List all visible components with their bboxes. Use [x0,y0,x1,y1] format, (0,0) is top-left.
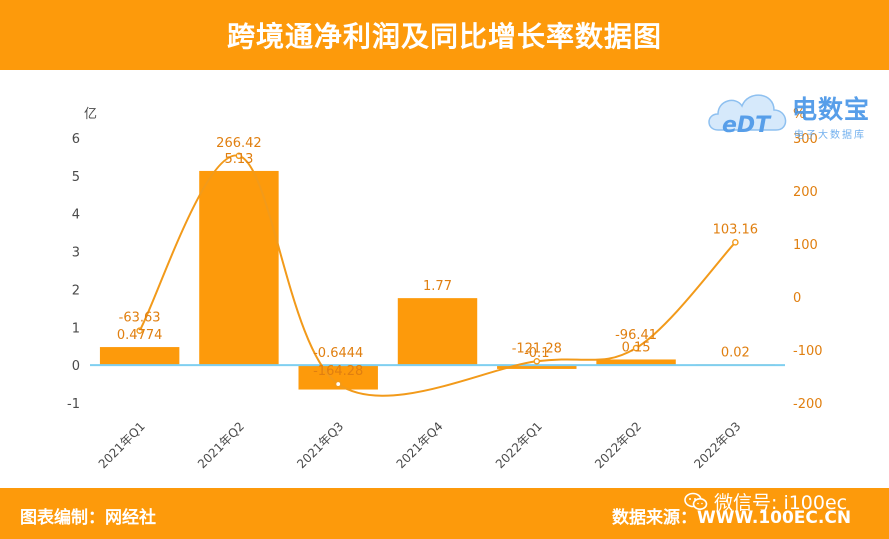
y-right-tick-label: -200 [793,397,823,412]
line-data-label: -63.63 [119,311,161,326]
svg-text:eDT: eDT [722,113,772,138]
bar [99,347,180,366]
title-banner: 跨境通净利润及同比增长率数据图 [0,0,889,70]
y-left-tick-label: 1 [72,321,80,336]
bar-data-label: -0.6444 [313,346,363,361]
footer-bar: 图表编制：网经社 数据来源：WWW.100EC.CN 微信号: i100ec [0,488,889,539]
y-right-tick-label: 300 [793,132,818,147]
y-left-tick-label: 0 [72,359,80,374]
compiled-by: 图表编制：网经社 [20,508,156,528]
cloud-logo-icon: eDT [708,94,787,138]
line-data-label: 266.42 [216,136,262,151]
x-tick-label: 2021年Q2 [195,419,247,471]
combo-chart: -1 0 1 2 3 4 5 6亿 -200 -100 0 100 200 300% -63.63 266.4… [67,107,823,471]
bar-data-label: 0.4774 [117,328,163,343]
y-left-tick-label: 5 [72,170,80,185]
bar [397,298,478,366]
x-tick-label: 2022年Q1 [493,419,545,471]
bar-data-label: -0.1 [524,346,549,361]
bar [596,359,676,366]
line-point [136,327,143,335]
y-left-tick-label: 6 [72,132,80,147]
bar-data-label: 0.02 [721,345,750,360]
bar-data-label: 0.15 [622,340,651,355]
x-tick-label: 2022年Q2 [592,419,644,471]
edt-watermark: eDT 电数宝 电子大数据库 [704,82,884,144]
line-point [235,152,243,160]
line-point [732,239,739,246]
y-left-tick-label: -1 [67,397,80,412]
wechat-id: 微信号: i100ec [684,488,847,515]
x-tick-label: 2021年Q3 [294,419,346,471]
bar-data-label: 1.77 [423,279,452,294]
line-data-label: 103.16 [713,222,759,237]
line-data-label: -96.41 [615,328,657,343]
line-point [632,344,640,352]
line-data-label: -121.28 [512,341,562,356]
data-source: 数据来源：WWW.100EC.CN [612,508,852,528]
chart-title: 跨境通净利润及同比增长率数据图 [226,20,662,53]
line-point [533,357,541,365]
wechat-text: 微信号: i100ec [714,492,848,514]
y-right-unit: % [793,107,805,122]
watermark-brand: 电数宝 [792,95,871,124]
bar [497,365,577,369]
y-right-tick-label: 0 [793,291,801,306]
x-tick-label: 2022年Q3 [691,419,743,471]
y-left-tick-label: 4 [72,208,80,223]
bar [199,170,279,366]
y-right-tick-label: 100 [793,238,818,253]
line-data-label: -164.28 [313,364,363,379]
y-left-tick-label: 2 [72,283,80,298]
watermark-subtitle: 电子大数据库 [794,130,866,141]
x-tick-label: 2021年Q1 [96,419,148,471]
line-point [334,380,342,388]
bar-data-label: 5.13 [224,152,253,167]
x-tick-label: 2021年Q4 [394,419,446,471]
chart-area: -1 0 1 2 3 4 5 6 亿 -200 -100 0 100 200 300% -63.63 266.4… [0,70,889,488]
y-right-tick-label: -100 [793,344,823,359]
wechat-icon [684,492,708,510]
y-left-unit: 亿 [84,107,97,122]
y-left-tick-label: 3 [72,246,80,261]
y-right-tick-label: 200 [793,185,818,200]
